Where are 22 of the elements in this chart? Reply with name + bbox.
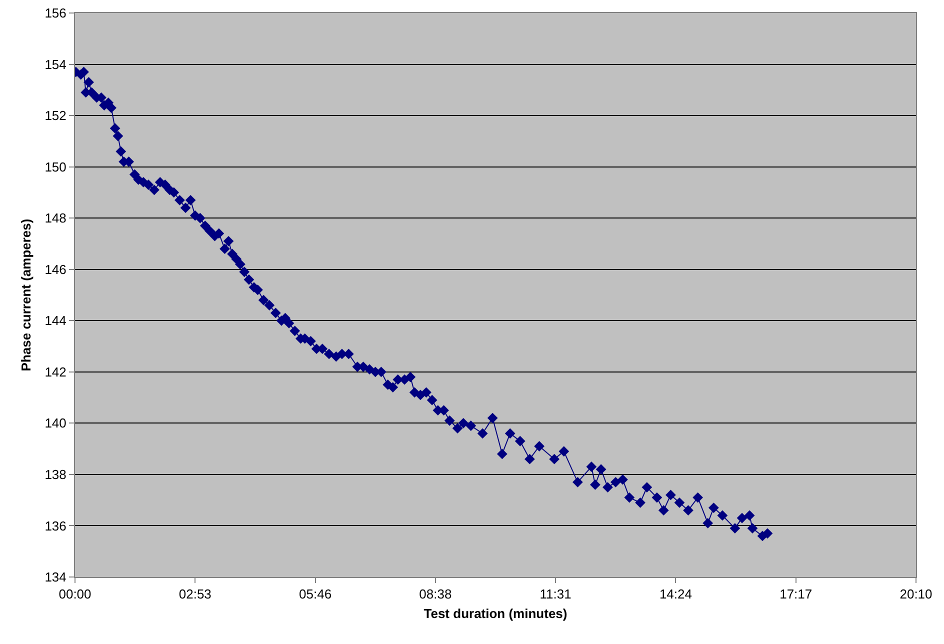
x-tick-label: 17:17: [780, 586, 812, 602]
y-tick-label: 136: [44, 518, 66, 534]
y-tick-label: 144: [44, 313, 66, 328]
y-tick-label: 152: [44, 108, 66, 124]
x-tick-label: 08:38: [419, 586, 452, 602]
y-tick-label: 140: [44, 416, 66, 431]
y-tick-label: 150: [44, 159, 66, 174]
y-axis-title: Phase current (amperes): [18, 218, 34, 372]
y-tick-label: 148: [44, 210, 66, 226]
y-tick-label: 138: [44, 467, 66, 482]
x-tick-label: 05:46: [299, 586, 332, 602]
x-tick-label: 14:24: [659, 586, 692, 602]
y-tick-label: 146: [44, 262, 66, 277]
x-axis-title: Test duration (minutes): [424, 606, 568, 622]
y-tick-label: 156: [44, 6, 66, 21]
y-tick-label: 154: [44, 56, 66, 72]
x-tick-label: 00:00: [58, 586, 92, 602]
x-tick-label: 02:53: [178, 586, 212, 602]
y-tick-label: 142: [44, 364, 66, 380]
y-tick-label: 134: [44, 570, 66, 585]
x-tick-label: 11:31: [540, 586, 572, 602]
x-tick-label: 20:10: [900, 586, 932, 602]
